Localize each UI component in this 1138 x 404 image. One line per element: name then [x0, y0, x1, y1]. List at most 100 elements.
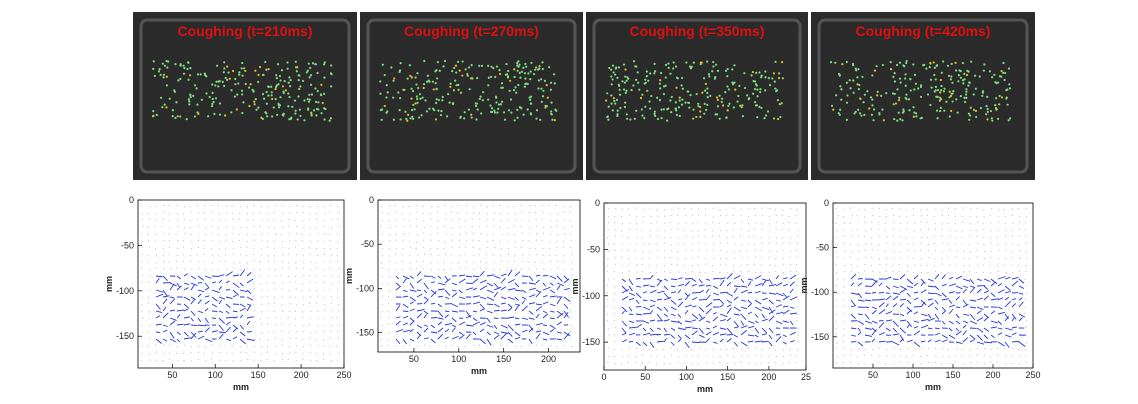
vector — [914, 331, 920, 335]
vector — [282, 289, 283, 290]
vector — [295, 318, 296, 319]
vector — [536, 314, 539, 318]
particle — [189, 67, 191, 69]
vector — [913, 244, 914, 245]
vector — [893, 363, 894, 364]
vector — [310, 269, 311, 270]
vector — [403, 339, 407, 344]
vector — [871, 355, 872, 356]
vector — [962, 216, 963, 217]
particle — [771, 77, 773, 79]
vector — [501, 333, 507, 339]
particle — [449, 102, 451, 104]
vector — [508, 304, 512, 308]
vector — [748, 341, 753, 342]
vector — [871, 229, 872, 230]
vector — [403, 304, 408, 308]
vector — [501, 310, 507, 311]
vector — [218, 269, 219, 270]
particle — [678, 106, 680, 108]
vector — [190, 227, 191, 228]
vector — [1012, 341, 1019, 342]
particle — [455, 64, 457, 66]
vector — [720, 278, 726, 279]
vector — [149, 338, 150, 339]
vector — [169, 240, 170, 241]
vector — [727, 300, 732, 303]
vector — [705, 230, 706, 231]
vector — [622, 356, 623, 357]
vector — [698, 236, 699, 237]
vector — [726, 209, 727, 210]
particle — [624, 106, 626, 108]
particle — [858, 88, 860, 90]
vector — [935, 348, 936, 349]
particle — [659, 87, 661, 89]
vector — [900, 339, 903, 342]
vector — [754, 244, 755, 245]
y-axis-label: mm — [799, 277, 809, 293]
vector — [288, 332, 289, 333]
vector — [782, 250, 783, 251]
vector — [607, 271, 608, 272]
vector — [850, 244, 851, 245]
particle — [712, 65, 714, 67]
vector — [190, 206, 191, 207]
vector — [928, 244, 929, 245]
vector — [141, 233, 142, 234]
particle — [675, 65, 677, 67]
particle — [298, 88, 300, 90]
x-tick-label: 100 — [679, 372, 694, 382]
vector — [563, 247, 564, 248]
vector — [424, 338, 429, 339]
vector — [557, 332, 562, 333]
vector — [275, 317, 276, 318]
vector — [487, 339, 491, 345]
vector — [622, 328, 626, 333]
vector — [473, 276, 479, 277]
particle — [449, 86, 451, 88]
particle — [733, 82, 735, 84]
particle — [970, 107, 972, 109]
particle — [265, 69, 267, 71]
vector — [438, 255, 439, 256]
vector — [310, 262, 311, 263]
vector — [636, 324, 642, 328]
vector — [316, 262, 317, 263]
particle — [948, 96, 950, 98]
particle — [188, 100, 190, 102]
vector — [1026, 362, 1027, 363]
vector — [424, 283, 429, 289]
vector — [141, 338, 142, 339]
particle — [217, 85, 219, 87]
vector — [543, 227, 544, 228]
vector — [755, 300, 761, 304]
particle — [883, 119, 885, 121]
particle — [637, 82, 639, 84]
particle — [940, 79, 942, 81]
particle — [931, 86, 933, 88]
vector — [288, 359, 289, 360]
particle — [162, 63, 164, 65]
vector — [198, 352, 199, 353]
vector — [409, 220, 410, 221]
particle — [687, 102, 689, 104]
vector — [267, 247, 268, 248]
vector — [402, 269, 403, 270]
particle — [968, 81, 970, 83]
vector — [851, 236, 852, 237]
x-tick-label: 100 — [208, 370, 223, 380]
particle — [731, 68, 733, 70]
vector — [748, 300, 752, 304]
vector — [775, 349, 776, 350]
particle — [1008, 83, 1010, 85]
vector — [330, 234, 331, 235]
vector — [438, 334, 443, 339]
vector — [570, 247, 571, 248]
vector — [331, 219, 332, 220]
vector — [649, 258, 650, 259]
particle — [299, 115, 301, 117]
vector — [557, 298, 561, 304]
vector — [769, 257, 770, 258]
vector — [184, 309, 188, 311]
